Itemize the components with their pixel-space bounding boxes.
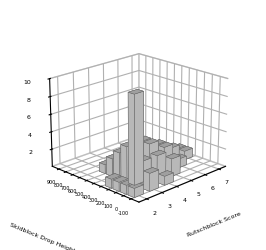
Y-axis label: Skidblock Drop Height (mm): Skidblock Drop Height (mm) — [9, 222, 93, 250]
X-axis label: Rutschblock Score: Rutschblock Score — [186, 210, 242, 237]
